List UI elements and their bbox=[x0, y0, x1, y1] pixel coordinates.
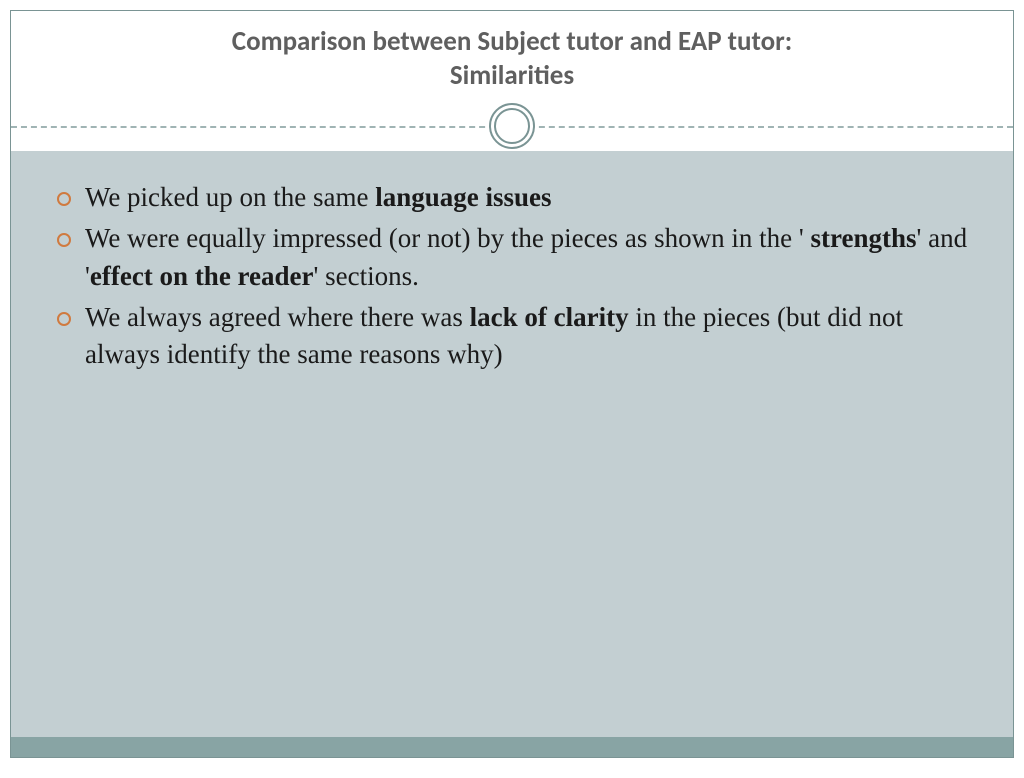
slide-container: Comparison between Subject tutor and EAP… bbox=[10, 10, 1014, 758]
text-run: We always agreed where there was bbox=[85, 302, 470, 332]
title-line-1: Comparison between Subject tutor and EAP… bbox=[232, 25, 792, 58]
text-run-bold: strengths bbox=[810, 223, 916, 253]
slide-body: We picked up on the same language issues… bbox=[11, 151, 1013, 737]
text-run-bold: effect on the reader bbox=[90, 261, 314, 291]
list-item: We were equally impressed (or not) by th… bbox=[53, 220, 971, 295]
ring-ornament-icon bbox=[489, 103, 535, 149]
title-line-2: Similarities bbox=[450, 59, 574, 92]
content-area: We picked up on the same language issues… bbox=[11, 151, 1013, 373]
text-run: We picked up on the same bbox=[85, 182, 375, 212]
slide-title: Comparison between Subject tutor and EAP… bbox=[11, 25, 1013, 93]
text-run: ' sections. bbox=[314, 261, 419, 291]
list-item: We always agreed where there was lack of… bbox=[53, 299, 971, 374]
text-run: We were equally impressed (or not) by th… bbox=[85, 223, 810, 253]
bullet-list: We picked up on the same language issues… bbox=[53, 179, 971, 373]
text-run-bold: lack of clarity bbox=[470, 302, 629, 332]
footer-accent-bar bbox=[11, 737, 1013, 757]
text-run-bold: language issues bbox=[375, 182, 551, 212]
list-item: We picked up on the same language issues bbox=[53, 179, 971, 216]
